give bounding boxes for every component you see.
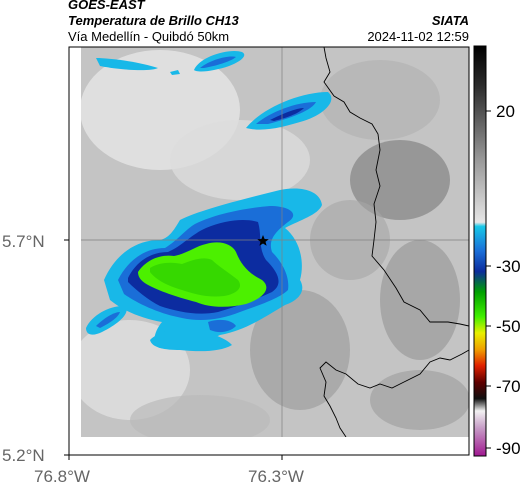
- map-panel: [81, 47, 469, 437]
- border-line-south: [319, 349, 469, 437]
- storm-cell-west: [86, 305, 127, 335]
- lat-tick-5-7: 5.7°N: [2, 232, 45, 251]
- storm-cell-main: [104, 188, 322, 349]
- colorbar-label-minus50: -50: [496, 317, 521, 336]
- border-line: [323, 47, 469, 327]
- lon-tick-76-8: 76.8°W: [34, 467, 90, 486]
- product-title: Temperatura de Brillo CH13: [68, 13, 239, 28]
- colorbar-label-20: 20: [496, 102, 515, 121]
- satellite-title: GOES-EAST: [68, 0, 145, 12]
- region-subtitle: Vía Medellín - Quibdó 50km: [68, 29, 230, 44]
- lon-tick-76-3: 76.3°W: [248, 467, 304, 486]
- storm-cell-top: [96, 50, 245, 75]
- brand-label: SIATA: [431, 13, 469, 28]
- colorbar-label-minus90: -90: [496, 439, 521, 458]
- star-icon: [257, 235, 269, 246]
- lat-tick-5-2: 5.2°N: [2, 446, 45, 465]
- storm-cell-south: [150, 319, 236, 352]
- colorbar-label-minus70: -70: [496, 377, 521, 396]
- storm-cell-northeast: [246, 92, 332, 130]
- colorbar: [473, 45, 491, 457]
- timestamp-label: 2024-11-02 12:59: [367, 29, 469, 44]
- colorbar-label-minus30: -30: [496, 257, 521, 276]
